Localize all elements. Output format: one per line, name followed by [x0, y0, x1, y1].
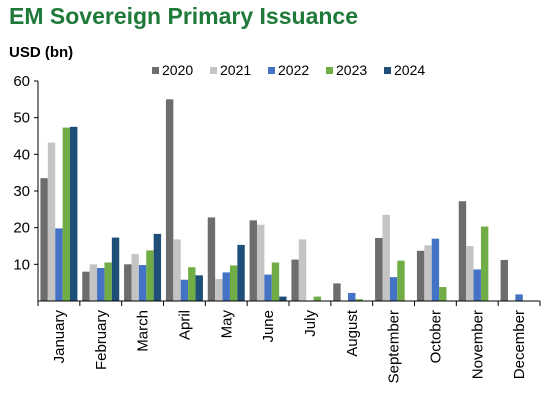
- bar-2022-november: [473, 269, 481, 301]
- bar-2024-may: [237, 244, 245, 301]
- bar-2021-october: [424, 245, 432, 301]
- bar-2020-december: [500, 259, 508, 301]
- bar-2022-september: [389, 277, 398, 301]
- bar-2023-august: [355, 299, 363, 301]
- x-tick-label-april: April: [176, 310, 193, 340]
- bar-2024-february: [111, 237, 120, 301]
- bar-2021-may: [215, 279, 223, 301]
- bar-2023-february: [104, 262, 112, 301]
- bar-2024-march: [153, 233, 162, 301]
- y-tick-label: 60: [13, 73, 30, 90]
- bar-2021-june: [256, 224, 265, 301]
- bar-2022-may: [222, 272, 230, 301]
- bar-2023-october: [439, 287, 447, 301]
- bar-2020-february: [82, 271, 90, 301]
- bar-2022-april: [180, 279, 189, 301]
- x-tick-label-july: July: [302, 310, 319, 337]
- bar-2022-march: [138, 265, 147, 301]
- bar-2021-january: [47, 142, 56, 301]
- bar-2023-may: [229, 265, 238, 301]
- bar-2020-january: [40, 178, 48, 301]
- y-tick-label: 20: [13, 220, 30, 237]
- bar-2023-january: [62, 127, 71, 301]
- bar-2022-august: [348, 292, 356, 301]
- bar-2024-june: [279, 296, 287, 301]
- bar-2023-september: [397, 260, 405, 301]
- y-tick-label: 40: [13, 146, 30, 163]
- x-tick-label-march: March: [135, 310, 152, 352]
- bar-2021-september: [382, 214, 390, 301]
- bar-2022-december: [515, 294, 523, 301]
- legend-swatch-2022: [268, 67, 275, 74]
- y-tick-label: 50: [13, 110, 30, 127]
- legend-label-2024: 2024: [394, 62, 425, 78]
- bar-2020-april: [165, 99, 174, 301]
- bar-2023-april: [188, 267, 196, 301]
- x-tick-label-june: June: [260, 310, 277, 343]
- bar-2021-february: [89, 264, 98, 301]
- x-tick-label-september: September: [386, 310, 403, 383]
- bar-2020-september: [375, 237, 383, 301]
- bar-2021-november: [466, 246, 474, 301]
- bar-2020-may: [207, 217, 216, 301]
- bar-2020-march: [124, 264, 132, 301]
- x-tick-label-december: December: [511, 310, 528, 379]
- legend-swatch-2024: [384, 67, 391, 74]
- x-tick-label-february: February: [93, 310, 110, 371]
- bar-2023-march: [146, 250, 154, 301]
- chart-title: EM Sovereign Primary Issuance: [9, 3, 358, 29]
- legend-label-2020: 2020: [162, 62, 193, 78]
- bar-2020-november: [458, 201, 467, 301]
- bar-2022-june: [264, 274, 272, 301]
- legend: 2020 2021 2022 2023 2024: [152, 62, 425, 78]
- legend-label-2023: 2023: [336, 62, 367, 78]
- legend-swatch-2020: [152, 67, 159, 74]
- bar-2021-july: [298, 239, 307, 301]
- x-tick-label-november: November: [469, 310, 486, 379]
- bar-2020-june: [249, 220, 257, 301]
- bar-2022-october: [431, 238, 440, 301]
- x-tick-label-may: May: [218, 310, 235, 339]
- bar-2020-august: [333, 283, 341, 301]
- bar-2022-january: [55, 228, 63, 301]
- legend-label-2021: 2021: [220, 62, 251, 78]
- bar-2023-november: [480, 226, 489, 301]
- bar-2020-october: [416, 250, 425, 301]
- bar-2024-april: [195, 275, 203, 301]
- axes-group: 10 20 30 40 50 60 January February March April May…: [13, 73, 541, 383]
- y-axis-label: USD (bn): [9, 44, 74, 61]
- bar-2022-february: [97, 268, 105, 301]
- bar-2023-june: [271, 262, 280, 301]
- bar-2023-july: [313, 296, 322, 301]
- legend-swatch-2021: [210, 67, 217, 74]
- x-tick-label-october: October: [427, 310, 444, 363]
- bar-2024-january: [70, 126, 78, 301]
- bars-group: [40, 99, 523, 301]
- bar-2021-april: [173, 239, 181, 301]
- x-tick-label-august: August: [344, 309, 361, 357]
- y-tick-label: 10: [13, 256, 30, 273]
- x-tick-label-january: January: [51, 310, 68, 364]
- y-tick-label: 30: [13, 183, 30, 200]
- bar-2021-march: [131, 254, 139, 301]
- legend-label-2022: 2022: [278, 62, 309, 78]
- legend-swatch-2023: [326, 67, 333, 74]
- bar-2020-july: [291, 259, 299, 301]
